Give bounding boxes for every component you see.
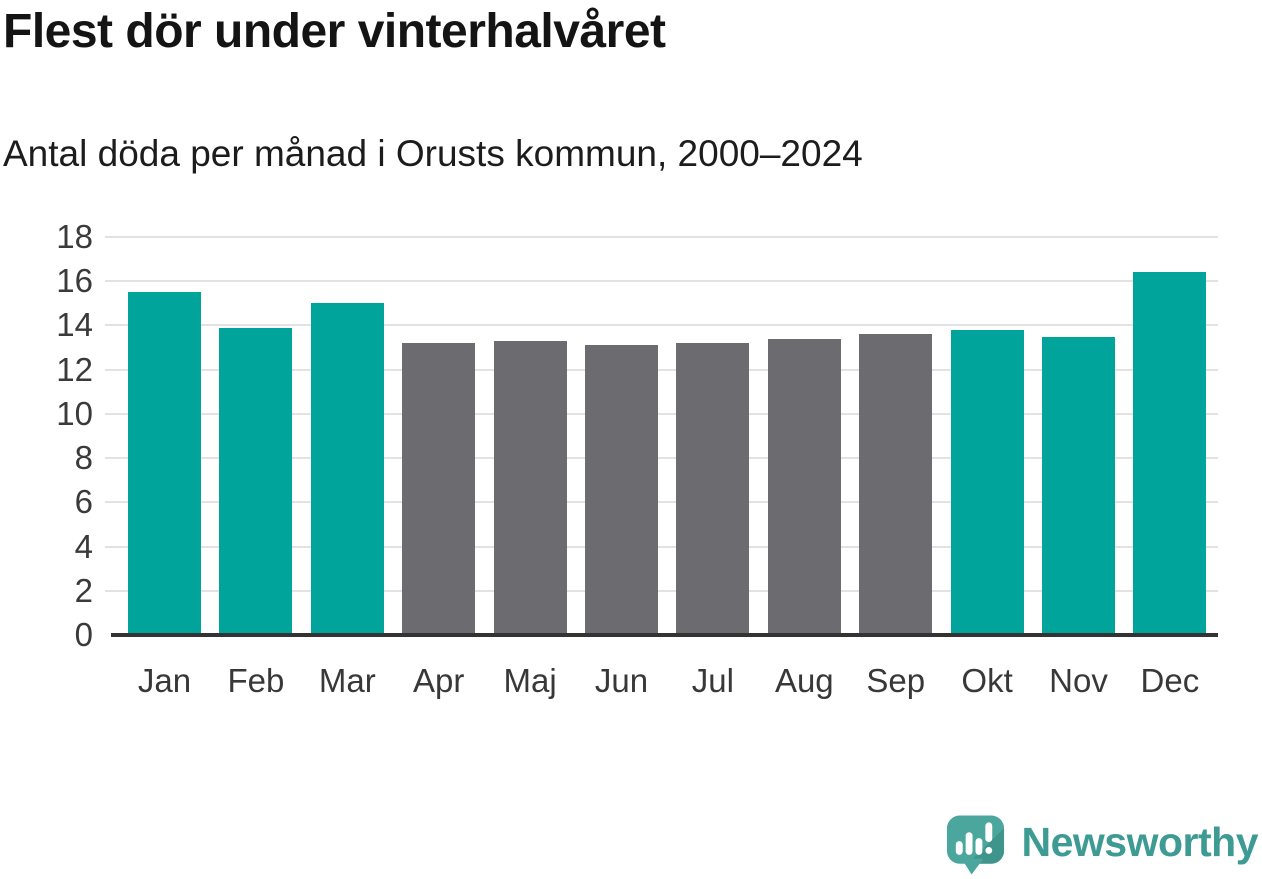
newsworthy-branding: Newsworthy [944,814,1259,876]
x-tick-label-aug: Aug [774,662,834,699]
y-tick-label-6: 6 [74,483,93,521]
y-tick-label-14: 14 [56,306,93,344]
gridline-y-16 [105,280,1218,283]
bar-nov [1042,336,1115,635]
y-tick-label-0: 0 [74,616,93,653]
bar-jul [676,343,750,635]
y-tick-label-8: 8 [74,439,93,477]
bubble-tail [961,858,983,875]
y-tick-label-18: 18 [56,218,93,255]
newsworthy-logo-icon [946,815,1004,875]
x-tick-label-mar: Mar [318,662,376,699]
y-tick-label-10: 10 [56,394,93,432]
bar-okt [950,329,1024,635]
bar-sep [859,334,933,635]
x-tick-label-okt: Okt [961,662,1013,699]
bar-aug [767,338,841,635]
gridline-y-12 [105,368,1218,371]
bubble-shade [967,828,1004,864]
bar-dec [1133,272,1207,635]
chart-title: Flest dör under vinterhalvåret [3,5,666,58]
x-tick-label-jun: Jun [594,662,649,699]
x-tick-label-dec: Dec [1140,662,1200,699]
gridline-y-8 [105,457,1218,460]
mini-bar-2 [965,832,973,855]
gridline-y-10 [105,412,1218,415]
gridline-y-14 [105,324,1218,327]
y-tick-label-12: 12 [56,350,93,388]
x-tick-label-feb: Feb [227,662,285,699]
x-tick-label-jan: Jan [137,662,192,699]
bar-apr [402,343,476,635]
gridline-y-2 [105,589,1218,592]
exclamation-bar [984,822,992,843]
bar-jun [585,345,658,635]
x-tick-label-maj: Maj [503,662,557,699]
y-tick-label-4: 4 [74,527,93,565]
exclamation-dot [984,846,992,854]
chart-subtitle: Antal döda per månad i Orusts kommun, 20… [3,133,863,174]
y-tick-label-2: 2 [74,571,93,609]
mini-bar-1 [955,841,963,855]
bar-feb [219,327,293,635]
bar-maj [493,340,567,635]
newsworthy-wordmark: Newsworthy [1021,818,1259,865]
y-tick-label-16: 16 [56,262,93,300]
x-tick-label-apr: Apr [413,662,465,699]
gridline-y-4 [105,545,1218,548]
x-tick-label-nov: Nov [1049,662,1108,699]
bar-chart-plot-area: 0 2 4 6 8 10 12 14 16 18 Jan Feb Mar Apr Maj Jun Jul Aug S… [56,218,1218,699]
x-tick-label-jul: Jul [691,662,734,699]
gridline-y-6 [105,501,1218,504]
bar-jan [128,292,201,635]
gridline-y-18 [105,236,1218,238]
mini-bar-3 [975,838,982,855]
x-tick-label-sep: Sep [866,662,926,699]
x-axis-line [111,633,1218,637]
bar-mar [310,303,384,635]
